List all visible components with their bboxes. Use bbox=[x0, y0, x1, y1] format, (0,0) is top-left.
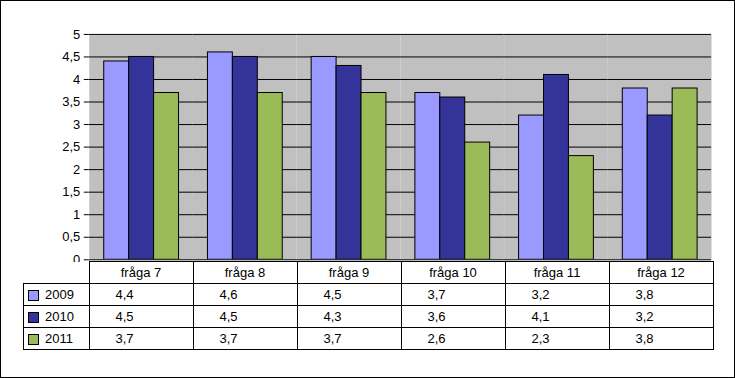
svg-text:3: 3 bbox=[73, 117, 80, 132]
html-text:2,3: 2,3 bbox=[531, 331, 550, 346]
svg-text:2,5: 2,5 bbox=[62, 139, 80, 154]
html-text:2011: 2011 bbox=[45, 331, 73, 346]
html-text:fråga 11: fråga 11 bbox=[533, 265, 581, 280]
html-text:4,5: 4,5 bbox=[219, 309, 238, 324]
html-text:2009: 2009 bbox=[45, 287, 74, 302]
html-text:4,4: 4,4 bbox=[115, 287, 134, 302]
html-text:3,2: 3,2 bbox=[531, 287, 550, 302]
svg-text:0,5: 0,5 bbox=[62, 229, 80, 244]
html-text:4,6: 4,6 bbox=[219, 287, 238, 302]
svg-text:4,5: 4,5 bbox=[62, 49, 80, 64]
svg-text:5: 5 bbox=[73, 27, 80, 42]
svg-text:3,5: 3,5 bbox=[62, 94, 80, 109]
html-text:3,6: 3,6 bbox=[427, 309, 446, 324]
html-text:3,2: 3,2 bbox=[635, 309, 654, 324]
html-text:3,7: 3,7 bbox=[323, 331, 342, 346]
html-text:3,7: 3,7 bbox=[219, 331, 238, 346]
html-text:fråga 7: fråga 7 bbox=[120, 265, 162, 280]
html-text:2,6: 2,6 bbox=[427, 331, 446, 346]
html-text:fråga 8: fråga 8 bbox=[224, 265, 266, 280]
html-text:4,1: 4,1 bbox=[531, 309, 550, 324]
html-text:3,7: 3,7 bbox=[427, 287, 446, 302]
html-text:4,5: 4,5 bbox=[323, 287, 342, 302]
svg-text:2: 2 bbox=[73, 162, 80, 177]
html-text:3,8: 3,8 bbox=[635, 331, 654, 346]
svg-text:1: 1 bbox=[73, 207, 80, 222]
html-text:4,3: 4,3 bbox=[323, 309, 342, 324]
html-text:fråga 9: fråga 9 bbox=[328, 265, 370, 280]
svg-text:0: 0 bbox=[73, 252, 80, 262]
html-text:2010: 2010 bbox=[45, 309, 74, 324]
svg-text:4: 4 bbox=[73, 72, 80, 87]
html-text:3,8: 3,8 bbox=[635, 287, 654, 302]
html-text:3,7: 3,7 bbox=[115, 331, 134, 346]
svg-text:1,5: 1,5 bbox=[62, 184, 80, 199]
html-text:fråga 12: fråga 12 bbox=[637, 265, 685, 280]
html-text:4,5: 4,5 bbox=[115, 309, 134, 324]
html-text:fråga 10: fråga 10 bbox=[429, 265, 477, 280]
